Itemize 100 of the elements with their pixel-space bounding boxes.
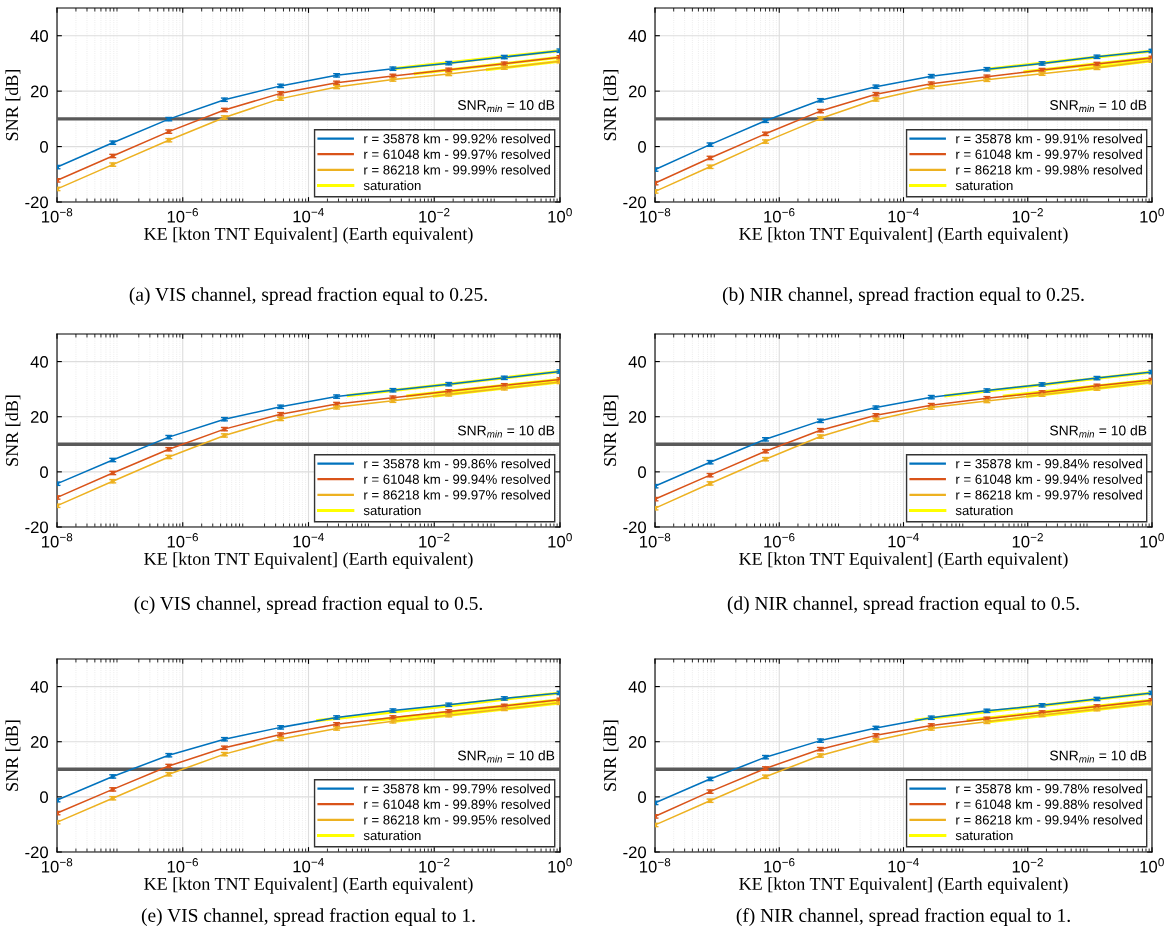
x-axis-title: KE [kton TNT Equivalent] (Earth equivalent) bbox=[739, 552, 1068, 569]
text: (d) NIR channel, spread fraction equal to 0.5. bbox=[727, 596, 1079, 614]
y-axis-title: SNR [dB] bbox=[603, 720, 619, 791]
legend-label: r = 86218 km - 99.97% resolved bbox=[956, 489, 1142, 500]
x-tick-label: 10$^{−6}$ bbox=[764, 858, 795, 873]
legend-label: r = 35878 km - 99.78% resolved bbox=[956, 783, 1142, 794]
x-tick-label: 10$^{−8}$ bbox=[640, 533, 671, 548]
x-tick-label: 10$^{−4}$ bbox=[293, 858, 324, 873]
legend-label: r = 35878 km - 99.86% resolved bbox=[364, 458, 550, 469]
x-tick-label: 10$^{−2}$ bbox=[419, 533, 450, 548]
ref-line-label: SNR$_{min}$ = 10 dB bbox=[1050, 99, 1147, 113]
y-tick-label: 40 bbox=[628, 355, 647, 368]
legend-label: r = 86218 km - 99.95% resolved bbox=[364, 814, 550, 825]
y-tick-label: 0 bbox=[638, 791, 647, 804]
y-tick-label: 20 bbox=[628, 85, 647, 98]
x-tick-label: 10$^{0}$ bbox=[1140, 858, 1164, 873]
text: (a) VIS channel, spread fraction equal to 0.25. bbox=[129, 287, 487, 305]
text: (f) NIR channel, spread fraction equal to 1. bbox=[736, 908, 1070, 926]
x-axis-title: KE [kton TNT Equivalent] (Earth equivalent) bbox=[144, 227, 473, 244]
x-tick-label: 10$^{−4}$ bbox=[888, 208, 919, 223]
text: (c) VIS channel, spread fraction equal to 0.5. bbox=[134, 596, 482, 614]
x-tick-label: 10$^{−4}$ bbox=[293, 533, 324, 548]
x-tick-label: 10$^{−4}$ bbox=[888, 533, 919, 548]
x-tick-label: 10$^{−6}$ bbox=[764, 208, 795, 223]
x-tick-label: 10$^{0}$ bbox=[548, 533, 572, 548]
x-tick-label: 10$^{−8}$ bbox=[42, 858, 73, 873]
legend-label: r = 35878 km - 99.79% resolved bbox=[364, 783, 550, 794]
y-tick-label: 20 bbox=[30, 736, 49, 748]
legend-label: saturation bbox=[955, 505, 1013, 516]
y-tick-label: 40 bbox=[30, 30, 49, 42]
ref-line-label: SNR$_{min}$ = 10 dB bbox=[1050, 750, 1147, 763]
x-axis-title: KE [kton TNT Equivalent] (Earth equivalent) bbox=[144, 877, 473, 894]
legend-label: r = 61048 km - 99.88% resolved bbox=[956, 799, 1142, 809]
legend-label: r = 86218 km - 99.98% resolved bbox=[956, 164, 1142, 175]
y-tick-label: -20 bbox=[623, 846, 647, 859]
text: (e) VIS channel, spread fraction equal to 1. bbox=[141, 908, 475, 926]
y-tick-label: 20 bbox=[30, 411, 49, 423]
x-tick-label: 10$^{−2}$ bbox=[1012, 208, 1043, 223]
legend-label: r = 35878 km - 99.84% resolved bbox=[956, 458, 1142, 469]
legend-label: r = 35878 km - 99.92% resolved bbox=[364, 133, 550, 144]
legend-label: saturation bbox=[363, 830, 421, 841]
y-tick-label: 0 bbox=[40, 791, 49, 804]
x-tick-label: 10$^{0}$ bbox=[1140, 533, 1164, 548]
y-axis-title: SNR [dB] bbox=[603, 69, 619, 141]
y-tick-label: 40 bbox=[628, 30, 647, 42]
legend-label: r = 61048 km - 99.97% resolved bbox=[364, 149, 550, 159]
y-tick-label: -20 bbox=[25, 846, 49, 859]
y-axis-title: SNR [dB] bbox=[603, 395, 619, 466]
ref-line-label: SNR$_{min}$ = 10 dB bbox=[457, 425, 555, 438]
y-tick-label: -20 bbox=[25, 196, 49, 209]
x-tick-label: 10$^{−8}$ bbox=[640, 208, 671, 223]
ref-line-label: SNR$_{min}$ = 10 dB bbox=[457, 750, 555, 763]
legend-label: saturation bbox=[955, 830, 1013, 841]
x-axis-title: KE [kton TNT Equivalent] (Earth equivalent) bbox=[739, 227, 1068, 244]
legend-label: r = 86218 km - 99.94% resolved bbox=[956, 814, 1142, 825]
x-tick-label: 10$^{0}$ bbox=[1140, 208, 1164, 223]
legend-label: saturation bbox=[955, 180, 1013, 191]
y-axis-title: SNR [dB] bbox=[5, 720, 21, 791]
y-tick-label: 40 bbox=[628, 680, 647, 693]
x-tick-label: 10$^{0}$ bbox=[548, 208, 572, 223]
x-tick-label: 10$^{−2}$ bbox=[1012, 533, 1043, 548]
x-tick-label: 10$^{−4}$ bbox=[293, 208, 324, 223]
x-tick-label: 10$^{−4}$ bbox=[888, 858, 919, 873]
y-tick-label: -20 bbox=[623, 521, 647, 534]
y-axis-title: SNR [dB] bbox=[5, 395, 21, 466]
x-tick-label: 10$^{−2}$ bbox=[1012, 858, 1043, 873]
ref-line-label: SNR$_{min}$ = 10 dB bbox=[1050, 425, 1147, 438]
legend-label: r = 61048 km - 99.94% resolved bbox=[364, 474, 550, 484]
x-tick-label: 10$^{−2}$ bbox=[419, 858, 450, 873]
x-tick-label: 10$^{−6}$ bbox=[167, 533, 198, 548]
x-tick-label: 10$^{−8}$ bbox=[42, 208, 73, 223]
x-tick-label: 10$^{−8}$ bbox=[42, 533, 73, 548]
ref-line-label: SNR$_{min}$ = 10 dB bbox=[457, 99, 555, 113]
y-tick-label: 20 bbox=[628, 411, 647, 423]
y-tick-label: 0 bbox=[40, 140, 49, 153]
legend-label: r = 35878 km - 99.91% resolved bbox=[956, 133, 1142, 144]
y-tick-label: -20 bbox=[623, 196, 647, 209]
y-tick-label: 40 bbox=[30, 355, 49, 368]
y-tick-label: -20 bbox=[25, 521, 49, 534]
legend-label: saturation bbox=[363, 180, 421, 191]
y-axis-title: SNR [dB] bbox=[5, 69, 21, 141]
y-tick-label: 0 bbox=[638, 140, 647, 153]
x-tick-label: 10$^{−6}$ bbox=[167, 208, 198, 223]
y-tick-label: 20 bbox=[628, 736, 647, 748]
x-axis-title: KE [kton TNT Equivalent] (Earth equivalent) bbox=[739, 877, 1068, 894]
x-tick-label: 10$^{0}$ bbox=[548, 858, 572, 873]
x-axis-title: KE [kton TNT Equivalent] (Earth equivalent) bbox=[144, 552, 473, 569]
text: (b) NIR channel, spread fraction equal to 0.25. bbox=[722, 287, 1084, 305]
x-tick-label: 10$^{−6}$ bbox=[764, 533, 795, 548]
legend-label: r = 61048 km - 99.97% resolved bbox=[956, 149, 1142, 159]
y-tick-label: 20 bbox=[30, 85, 49, 98]
legend-label: r = 86218 km - 99.99% resolved bbox=[364, 164, 550, 175]
legend-label: saturation bbox=[363, 505, 421, 516]
y-tick-label: 40 bbox=[30, 680, 49, 693]
y-tick-label: 0 bbox=[638, 466, 647, 479]
y-tick-label: 0 bbox=[40, 466, 49, 479]
legend-label: r = 86218 km - 99.97% resolved bbox=[364, 489, 550, 500]
x-tick-label: 10$^{−6}$ bbox=[167, 858, 198, 873]
legend-label: r = 61048 km - 99.94% resolved bbox=[956, 474, 1142, 484]
x-tick-label: 10$^{−8}$ bbox=[640, 858, 671, 873]
